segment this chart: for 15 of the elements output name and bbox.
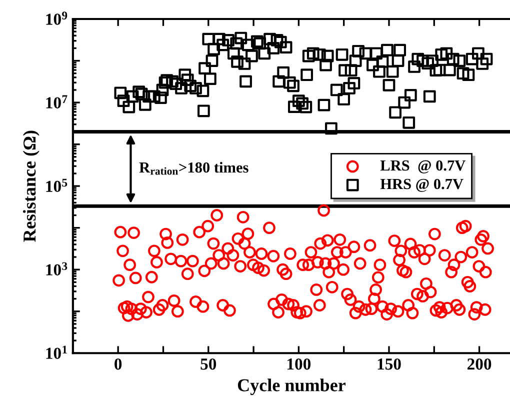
legend-label: LRS @ 0.7V — [380, 160, 466, 174]
x-tick-label: 150 — [378, 358, 401, 370]
x-tick-label: 200 — [467, 358, 492, 370]
y-tick-label: 10$^{1}$ — [46, 346, 67, 359]
y-tick-label: 10$^{3}$ — [46, 262, 68, 276]
y-axis-title: Resistance (Ω) — [22, 130, 40, 242]
x-axis-title: Cycle number — [238, 378, 346, 396]
y-tick-label: 10$^{9}$ — [46, 12, 68, 25]
y-tick-label: 10$^{5}$ — [46, 178, 68, 192]
x-tick-label: 100 — [288, 358, 311, 370]
annotation: R$_{ration}$>180 times — [139, 162, 248, 175]
x-tick-label: 50 — [200, 358, 216, 370]
y-tick-label: 10$^{7}$ — [46, 95, 68, 108]
x-tick-label: 0 — [114, 358, 122, 370]
legend-label: HRS @ 0.7V — [380, 178, 464, 192]
